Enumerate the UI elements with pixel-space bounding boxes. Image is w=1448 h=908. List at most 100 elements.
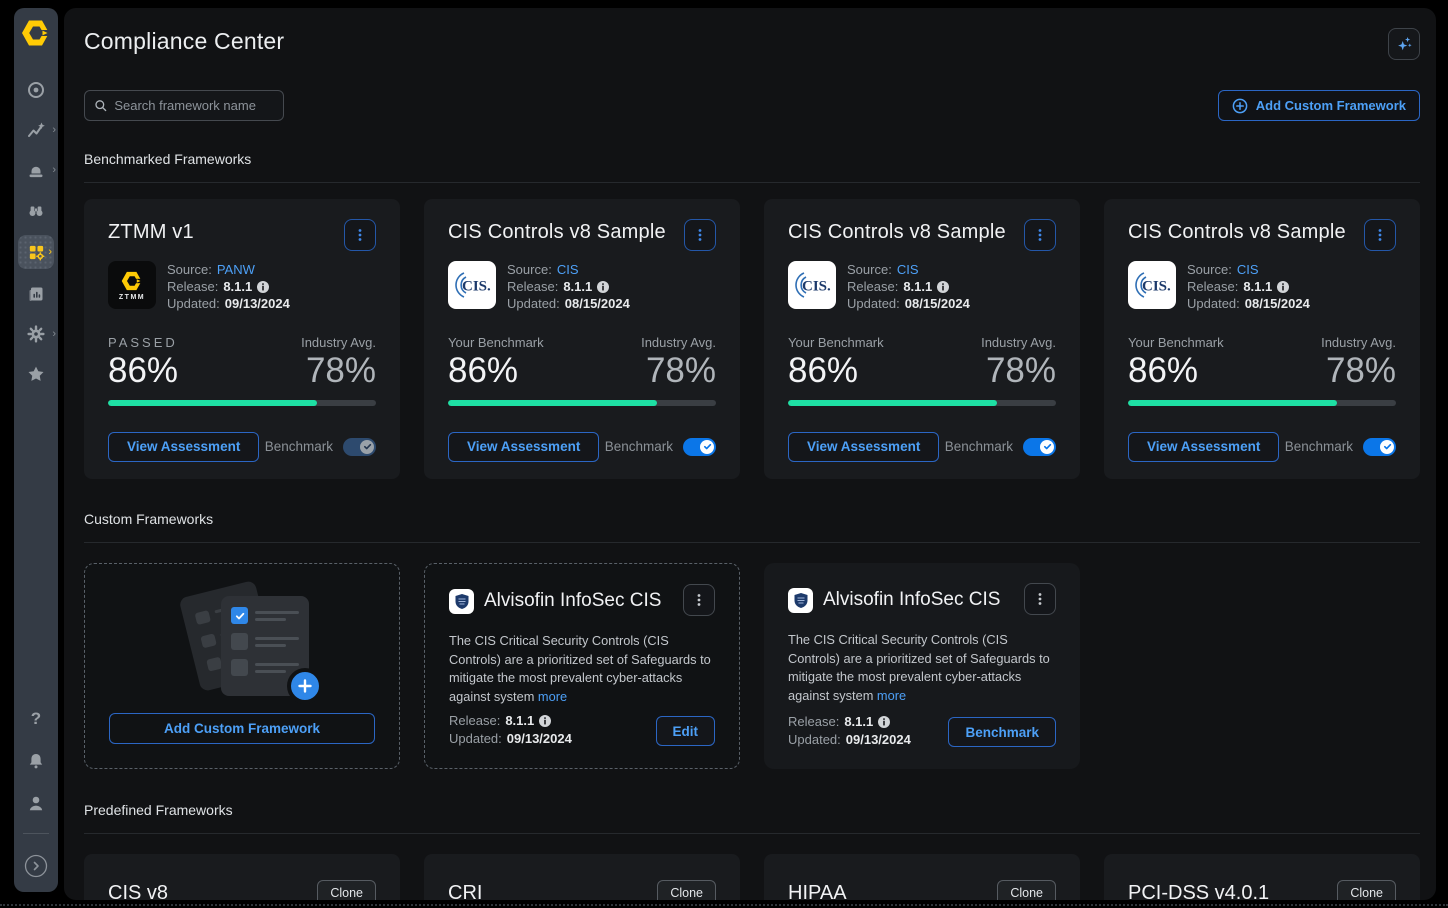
add-custom-framework-card-button[interactable]: Add Custom Framework	[109, 713, 375, 744]
add-custom-framework-button[interactable]: Add Custom Framework	[1217, 90, 1420, 121]
brand-logo-icon[interactable]	[21, 18, 51, 48]
benchmark-toggle[interactable]	[683, 437, 716, 456]
card-title: ZTMM v1	[108, 221, 194, 243]
card-menu-button[interactable]	[1024, 583, 1056, 615]
sidebar-item-favorites[interactable]	[14, 354, 58, 394]
benchmark-toggle-label: Benchmark	[604, 439, 673, 454]
section-title-custom: Custom Frameworks	[84, 479, 1420, 543]
custom-cards-row: Add Custom Framework Alvisofin InfoSec C…	[84, 563, 1420, 769]
bottom-dashed-edge	[0, 904, 1448, 906]
more-link[interactable]: more	[537, 688, 568, 704]
divider	[23, 833, 49, 834]
info-icon[interactable]	[597, 280, 610, 293]
source-link[interactable]: CIS	[896, 262, 919, 277]
card-title: CIS Controls v8 Sample	[448, 221, 666, 243]
custom-framework-card-draft: Alvisofin InfoSec CIS The CIS Critical S…	[424, 563, 740, 769]
industry-avg-value: 78%	[985, 351, 1056, 390]
sidebar-item-discover[interactable]	[14, 190, 58, 230]
score-label: Your Benchmark	[788, 335, 884, 350]
clone-button[interactable]: Clone	[997, 880, 1056, 900]
benchmark-toggle[interactable]	[343, 437, 376, 456]
search-input[interactable]	[114, 98, 274, 113]
view-assessment-button[interactable]: View Assessment	[788, 431, 940, 462]
profile-button[interactable]	[14, 791, 58, 815]
clone-button[interactable]: Clone	[317, 880, 376, 900]
clone-button[interactable]: Clone	[657, 880, 716, 900]
sidebar-item-settings[interactable]: ›	[14, 314, 58, 354]
sidebar-item-overview[interactable]	[14, 70, 58, 110]
kebab-icon	[358, 229, 362, 241]
edit-button[interactable]: Edit	[655, 716, 715, 746]
card-menu-button[interactable]	[344, 219, 376, 251]
chevron-right-icon: ›	[52, 124, 56, 136]
progress-bar	[108, 399, 376, 406]
benchmarked-cards-row: ZTMM v1 ZT	[84, 199, 1420, 479]
active-nav-highlight: ›	[18, 235, 54, 269]
score-label: Your Benchmark	[1128, 335, 1224, 350]
section-title-predefined: Predefined Frameworks	[84, 769, 1420, 834]
card-menu-button[interactable]	[684, 219, 716, 251]
progress-bar	[1128, 399, 1396, 406]
sidebar-item-compliance[interactable]: ›	[14, 230, 58, 274]
info-icon[interactable]	[1277, 280, 1290, 293]
alarm-siren-icon	[29, 166, 43, 178]
framework-card-cis-2: CIS Controls v8 Sample CIS. Sour	[764, 199, 1080, 479]
checklist-illustration	[177, 579, 323, 704]
search-icon	[95, 100, 107, 112]
industry-avg-value: 78%	[1325, 351, 1396, 390]
predefined-card-cis-v8: CIS v8 Clone	[84, 854, 400, 900]
framework-card-cis-1: CIS Controls v8 Sample CIS. Sour	[424, 199, 740, 479]
info-icon[interactable]	[878, 715, 891, 728]
framework-description: The CIS Critical Security Controls (CIS …	[449, 633, 711, 704]
score-value: 86%	[448, 351, 519, 390]
source-link[interactable]: CIS	[556, 262, 579, 277]
info-icon[interactable]	[539, 714, 552, 727]
card-menu-button[interactable]	[1364, 219, 1396, 251]
benchmark-toggle[interactable]	[1023, 437, 1056, 456]
benchmark-toggle[interactable]	[1363, 437, 1396, 456]
sidebar-item-reports[interactable]	[14, 274, 58, 314]
svg-text:CIS.: CIS.	[1142, 279, 1171, 295]
info-icon[interactable]	[257, 280, 270, 293]
view-assessment-button[interactable]: View Assessment	[108, 431, 260, 462]
industry-avg-label: Industry Avg.	[301, 335, 376, 350]
expand-sidebar-button[interactable]	[14, 852, 58, 880]
check-icon	[363, 443, 371, 450]
sidebar-item-investigate[interactable]: ›	[14, 110, 58, 150]
cis-logo: CIS.	[448, 261, 496, 309]
score-value: 86%	[108, 351, 179, 390]
check-icon	[703, 443, 711, 450]
more-link[interactable]: more	[876, 687, 907, 703]
view-assessment-button[interactable]: View Assessment	[448, 431, 600, 462]
info-icon[interactable]	[937, 280, 950, 293]
sidebar-item-alerts[interactable]: ›	[14, 150, 58, 190]
card-menu-button[interactable]	[683, 584, 715, 616]
main-panel: Compliance Center	[64, 8, 1436, 900]
source-link[interactable]: PANW	[216, 262, 255, 277]
check-icon	[1383, 443, 1391, 450]
industry-avg-label: Industry Avg.	[641, 335, 716, 350]
check-icon	[1043, 443, 1051, 450]
card-title: HIPAA	[788, 881, 847, 901]
target-icon	[28, 82, 44, 98]
progress-bar	[788, 399, 1056, 406]
benchmark-button[interactable]: Benchmark	[948, 717, 1056, 747]
ai-assistant-button[interactable]	[1388, 28, 1420, 60]
industry-avg-value: 78%	[305, 351, 376, 390]
help-icon: ?	[30, 709, 42, 728]
notifications-button[interactable]	[14, 749, 58, 773]
chevron-right-icon: ›	[52, 328, 56, 340]
clone-button[interactable]: Clone	[1337, 880, 1396, 900]
card-title: Alvisofin InfoSec CIS	[484, 590, 662, 611]
report-icon	[29, 287, 43, 301]
view-assessment-button[interactable]: View Assessment	[1128, 431, 1280, 462]
help-button[interactable]: ?	[14, 707, 58, 731]
cis-logo: CIS.	[1128, 261, 1176, 309]
framework-search[interactable]	[84, 90, 284, 121]
benchmark-toggle-label: Benchmark	[264, 439, 333, 454]
card-menu-button[interactable]	[1024, 219, 1056, 251]
source-link[interactable]: CIS	[1236, 262, 1259, 277]
gear-icon	[27, 325, 45, 343]
expand-icon	[24, 854, 48, 878]
